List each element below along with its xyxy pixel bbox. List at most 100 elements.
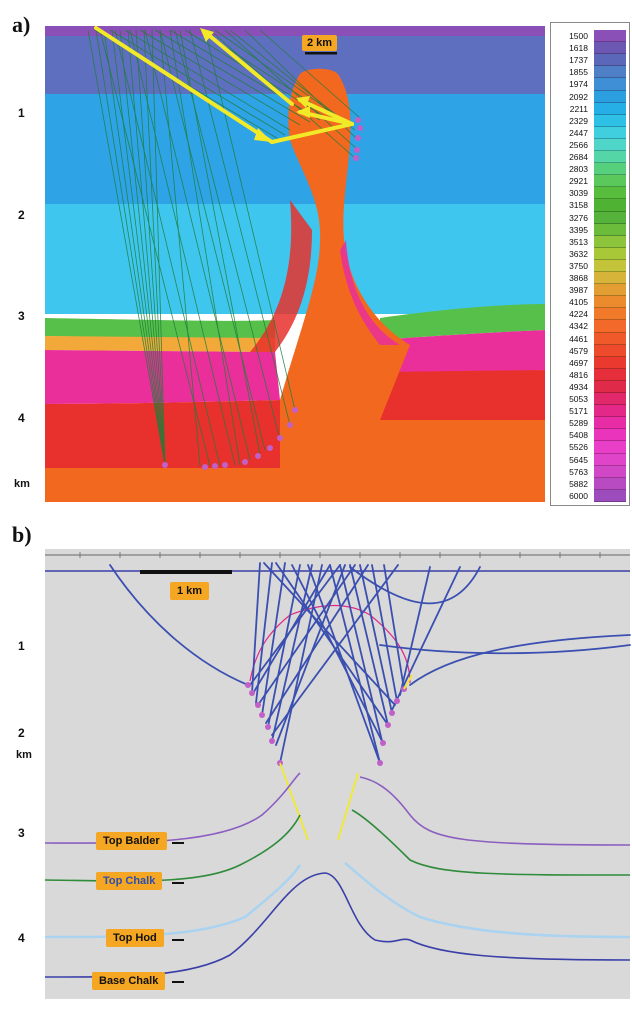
horizon-tick-base-chalk (172, 981, 184, 983)
velocity-legend-row: 3395 (550, 223, 628, 236)
velocity-legend-row: 3868 (550, 272, 628, 285)
velocity-legend-swatch (594, 441, 626, 454)
velocity-legend-swatch (594, 163, 626, 176)
velocity-legend-value: 6000 (569, 490, 588, 501)
velocity-legend-value: 3395 (569, 224, 588, 235)
velocity-legend-row: 3158 (550, 199, 628, 212)
velocity-legend-swatch (594, 344, 626, 357)
velocity-legend-row: 4461 (550, 332, 628, 345)
horizon-label-base-chalk: Base Chalk (92, 972, 166, 990)
horizon-tick-top-balder (172, 842, 184, 844)
panel-b-depth-4: 4 (18, 931, 25, 945)
velocity-legend-swatch (594, 272, 626, 285)
panel-b-letter: b) (12, 522, 32, 547)
velocity-legend-row: 2921 (550, 175, 628, 188)
velocity-legend-value: 3158 (569, 200, 588, 211)
velocity-legend-swatch (594, 259, 626, 273)
velocity-legend-rows: 1500 1618 1737 1855 1974 2092 2211 2329 2447 2566… (550, 30, 628, 502)
velocity-legend-swatch (594, 368, 626, 381)
velocity-legend-swatch (594, 308, 626, 321)
velocity-legend-row: 5763 (550, 465, 628, 478)
velocity-legend-swatch (594, 393, 626, 406)
velocity-legend-swatch (594, 54, 626, 67)
velocity-legend-value: 1737 (569, 55, 588, 66)
velocity-legend-row: 5171 (550, 405, 628, 418)
velocity-legend-swatch (594, 211, 626, 224)
velocity-legend-value: 3632 (569, 248, 588, 259)
velocity-legend-swatch (594, 296, 626, 309)
velocity-legend-row: 2092 (550, 90, 628, 103)
velocity-legend-value: 4579 (569, 345, 588, 356)
velocity-legend-row: 5645 (550, 453, 628, 466)
velocity-legend-value: 3750 (569, 260, 588, 271)
panel-a-depth-unit: km (14, 478, 30, 490)
panel-a-depth-1: 1 (18, 106, 25, 120)
velocity-legend-row: 3276 (550, 211, 628, 224)
velocity-legend-swatch (594, 30, 626, 43)
velocity-legend-swatch (594, 332, 626, 345)
velocity-legend-row: 4697 (550, 356, 628, 369)
velocity-legend-swatch (594, 42, 626, 55)
velocity-legend-row: 2447 (550, 126, 628, 139)
velocity-legend-row: 3987 (550, 284, 628, 297)
velocity-legend-value: 5763 (569, 466, 588, 477)
velocity-legend-row: 2211 (550, 102, 628, 115)
velocity-legend-row: 2803 (550, 163, 628, 176)
velocity-legend-value: 2921 (569, 176, 588, 187)
velocity-legend-value: 2211 (569, 103, 588, 114)
velocity-legend-value: 3276 (569, 212, 588, 223)
velocity-legend-value: 4224 (569, 309, 588, 320)
velocity-legend-value: 2329 (569, 115, 588, 126)
horizon-label-top-chalk: Top Chalk (96, 872, 163, 890)
velocity-legend-value: 4816 (569, 369, 588, 380)
velocity-legend-row: 6000 (550, 489, 628, 502)
velocity-legend-row: 3750 (550, 259, 628, 273)
velocity-legend-swatch (594, 175, 626, 188)
velocity-legend-swatch (594, 489, 626, 502)
velocity-legend-row: 1974 (550, 78, 628, 91)
panel-b-section (44, 549, 631, 999)
velocity-legend-row: 3632 (550, 247, 628, 260)
panel-a-depth-2: 2 (18, 208, 25, 222)
horizon-tick-top-chalk (172, 882, 184, 884)
velocity-legend-swatch (594, 429, 626, 442)
velocity-legend-value: 1974 (569, 79, 588, 90)
velocity-legend-value: 4697 (569, 357, 588, 368)
panel-a-letter: a) (12, 12, 31, 37)
velocity-legend-swatch (594, 138, 626, 152)
velocity-legend-row: 2329 (550, 114, 628, 127)
velocity-legend-swatch (594, 66, 626, 79)
velocity-legend-row: 4934 (550, 380, 628, 394)
velocity-legend-row: 1500 (550, 30, 628, 43)
velocity-legend-swatch (594, 151, 626, 164)
velocity-legend-swatch (594, 199, 626, 212)
velocity-legend-row: 5289 (550, 417, 628, 430)
velocity-legend-swatch (594, 465, 626, 478)
panel-a-scale-label: 2 km (302, 35, 338, 51)
velocity-legend-value: 5053 (569, 394, 588, 405)
velocity-legend-row: 2566 (550, 138, 628, 152)
velocity-legend-swatch (594, 235, 626, 248)
velocity-legend-swatch (594, 417, 626, 430)
velocity-legend-value: 3039 (569, 188, 588, 199)
horizon-tick-top-hod (172, 939, 184, 941)
velocity-legend-value: 3987 (569, 285, 588, 296)
velocity-legend-row: 5526 (550, 441, 628, 454)
velocity-legend-swatch (594, 126, 626, 139)
panel-b-depth-1: 1 (18, 639, 25, 653)
velocity-legend-value: 5289 (569, 418, 588, 429)
velocity-legend-value: 4105 (569, 297, 588, 308)
velocity-legend-row: 5408 (550, 429, 628, 442)
velocity-legend-value: 4934 (569, 381, 588, 392)
velocity-legend-row: 4579 (550, 344, 628, 357)
velocity-legend-swatch (594, 102, 626, 115)
velocity-legend-row: 1855 (550, 66, 628, 79)
velocity-legend-value: 4342 (569, 321, 588, 332)
velocity-legend-swatch (594, 223, 626, 236)
velocity-legend-value: 3868 (569, 273, 588, 284)
velocity-legend-swatch (594, 405, 626, 418)
panel-b-depth-3: 3 (18, 826, 25, 840)
velocity-legend-value: 5882 (569, 478, 588, 489)
horizon-label-top-hod: Top Hod (106, 929, 164, 947)
velocity-legend-row: 4224 (550, 308, 628, 321)
